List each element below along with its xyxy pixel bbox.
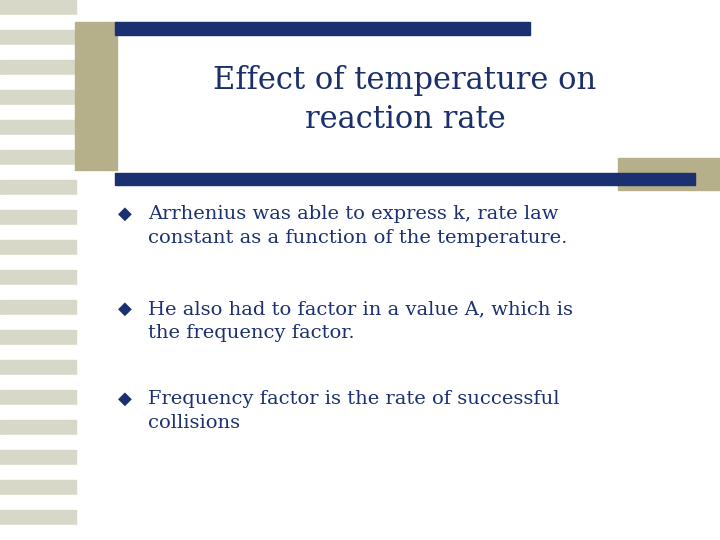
Text: Frequency factor is the rate of successful
collisions: Frequency factor is the rate of successf…: [148, 390, 559, 431]
Bar: [0, 375, 76, 390]
Bar: [0, 120, 76, 135]
Bar: [0, 360, 76, 375]
Text: ◆: ◆: [118, 205, 132, 223]
Bar: [0, 525, 76, 540]
Bar: [115, 173, 695, 185]
Bar: [0, 510, 76, 525]
Bar: [75, 22, 117, 170]
Bar: [0, 495, 76, 510]
Bar: [0, 165, 76, 180]
Bar: [0, 255, 76, 270]
Text: ◆: ◆: [118, 300, 132, 318]
Bar: [0, 150, 76, 165]
Bar: [0, 420, 76, 435]
Bar: [0, 210, 76, 225]
Bar: [0, 240, 76, 255]
Bar: [0, 0, 76, 15]
Bar: [0, 60, 76, 75]
Text: Effect of temperature on
reaction rate: Effect of temperature on reaction rate: [213, 65, 597, 135]
Text: ◆: ◆: [118, 390, 132, 408]
Bar: [0, 285, 76, 300]
Bar: [0, 180, 76, 195]
Bar: [0, 390, 76, 405]
Bar: [115, 22, 530, 35]
Bar: [0, 300, 76, 315]
Bar: [618, 158, 720, 190]
Bar: [0, 480, 76, 495]
Text: Arrhenius was able to express k, rate law
constant as a function of the temperat: Arrhenius was able to express k, rate la…: [148, 205, 567, 247]
Bar: [0, 465, 76, 480]
Bar: [0, 75, 76, 90]
Bar: [0, 345, 76, 360]
Text: He also had to factor in a value A, which is
the frequency factor.: He also had to factor in a value A, whic…: [148, 300, 573, 342]
Bar: [0, 135, 76, 150]
Bar: [0, 105, 76, 120]
Bar: [0, 15, 76, 30]
Bar: [0, 90, 76, 105]
Bar: [0, 270, 76, 285]
Bar: [0, 315, 76, 330]
Bar: [0, 225, 76, 240]
Bar: [0, 30, 76, 45]
Bar: [0, 450, 76, 465]
Bar: [0, 435, 76, 450]
Bar: [0, 195, 76, 210]
Bar: [0, 330, 76, 345]
Bar: [0, 405, 76, 420]
Bar: [0, 45, 76, 60]
